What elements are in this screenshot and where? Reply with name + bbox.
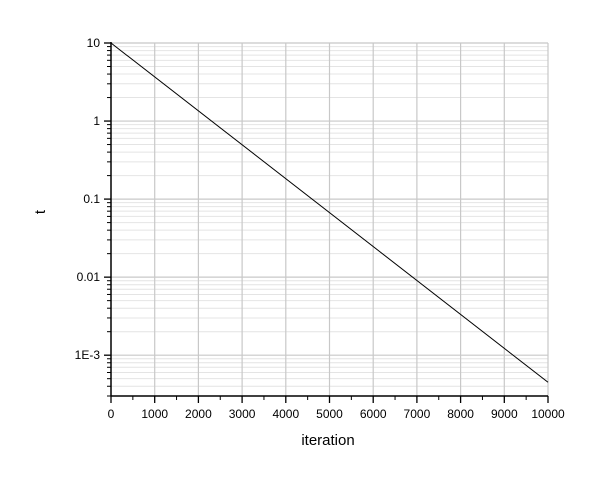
x-tick-labels: 0 1000 2000 3000 4000 5000 6000 7000 8000 9000 100… — [108, 407, 565, 421]
y-tick-label: 0.01 — [77, 270, 101, 284]
y-tick-label: 1 — [93, 114, 100, 128]
y-axis-title: t — [32, 209, 49, 214]
y-tick-label: 0.1 — [83, 192, 100, 206]
x-tick-label: 1000 — [141, 407, 168, 421]
x-tick-label: 9000 — [491, 407, 518, 421]
x-tick-label: 8000 — [447, 407, 474, 421]
axes — [104, 42, 549, 403]
y-tick-label: 10 — [87, 36, 101, 50]
x-tick-label: 10000 — [531, 407, 565, 421]
y-tick-labels: 10 1 0.1 0.01 1E-3 — [75, 36, 101, 362]
x-tick-label: 5000 — [316, 407, 343, 421]
grid — [111, 42, 549, 397]
x-tick-label: 3000 — [229, 407, 256, 421]
x-tick-label: 7000 — [404, 407, 431, 421]
x-tick-label: 0 — [108, 407, 115, 421]
series-layer — [110, 42, 549, 383]
x-tick-label: 4000 — [272, 407, 299, 421]
x-tick-label: 6000 — [360, 407, 387, 421]
y-tick-label: 1E-3 — [75, 348, 101, 362]
x-tick-label: 2000 — [185, 407, 212, 421]
x-axis-title: iteration — [301, 432, 354, 449]
series-line — [110, 42, 549, 383]
